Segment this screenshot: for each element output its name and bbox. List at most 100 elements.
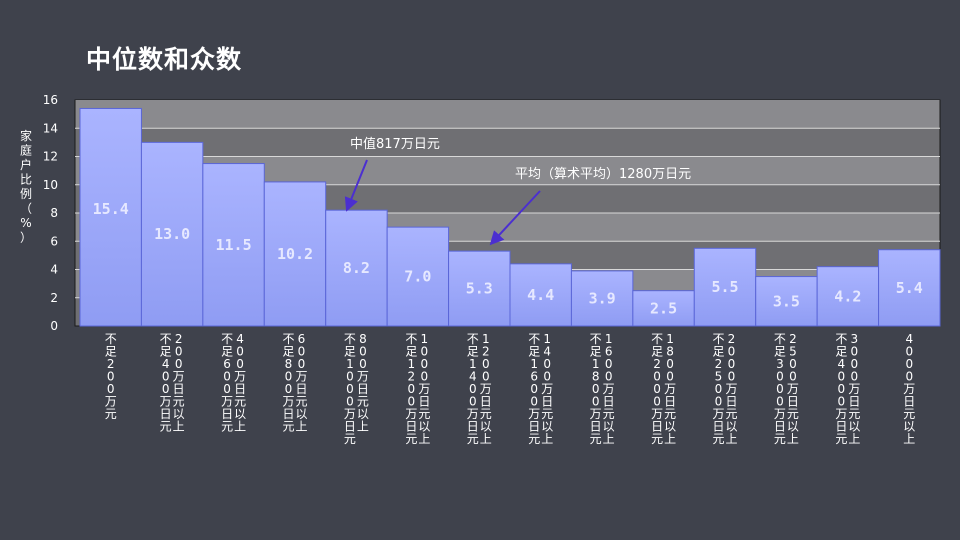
- bar: [79, 107, 142, 327]
- x-tick-label-char: 元: [835, 432, 847, 446]
- x-tick-label-char: 1: [530, 357, 538, 371]
- x-tick-label-char: 6: [530, 370, 538, 384]
- data-label: 5.5: [711, 278, 738, 296]
- x-tick-label-char: 元: [160, 420, 172, 434]
- bar: [693, 247, 757, 327]
- x-tick-label-char: 日: [480, 395, 492, 409]
- x-tick-label-char: 日: [467, 420, 479, 434]
- x-tick-label-char: 万: [418, 382, 430, 396]
- x-tick-label-char: 8: [666, 345, 674, 359]
- x-tick-label-char: 6: [223, 357, 231, 371]
- x-tick-label-char: 0: [838, 395, 846, 409]
- x-tick-label-char: 元: [787, 407, 799, 421]
- x-tick-label-char: 万: [528, 407, 540, 421]
- x-tick-label-char: 足: [221, 345, 233, 359]
- x-tick-label-char: 不: [651, 332, 663, 346]
- x-tick-label-char: 5: [715, 370, 723, 384]
- x-tick-label-char: 0: [298, 357, 306, 371]
- x-tick-label-char: 2: [728, 332, 736, 346]
- x-tick-label-char: 0: [298, 345, 306, 359]
- page-title: 中位数和众数: [86, 45, 243, 74]
- x-tick-label-char: 元: [357, 395, 369, 409]
- y-axis-label-char: 庭: [20, 143, 32, 158]
- x-tick-label-char: 日: [725, 395, 737, 409]
- x-tick-label-char: 1: [605, 332, 613, 346]
- x-tick-label-char: 0: [543, 370, 551, 384]
- x-tick-label-char: 万: [357, 370, 369, 384]
- x-tick-label-char: 1: [543, 332, 551, 346]
- x-tick-label-char: 万: [173, 370, 185, 384]
- x-tick-label-char: 不: [467, 332, 479, 346]
- x-tick-label-char: 日: [221, 407, 233, 421]
- x-tick-label-char: 0: [592, 382, 600, 396]
- x-tick-label-char: 日: [590, 420, 602, 434]
- x-tick-label-char: 8: [359, 332, 367, 346]
- x-tick-label-char: 以: [418, 420, 430, 434]
- x-tick-label-char: 0: [776, 370, 784, 384]
- x-tick-label-char: 不: [590, 332, 602, 346]
- x-tick-label-char: 2: [482, 345, 490, 359]
- x-tick-label-char: 元: [774, 432, 786, 446]
- x-tick-label-char: 2: [408, 370, 416, 384]
- x-tick-label-char: 足: [405, 345, 417, 359]
- x-tick-label-char: 0: [666, 357, 674, 371]
- x-tick-label-char: 4: [162, 357, 170, 371]
- data-label: 4.2: [834, 287, 861, 305]
- x-tick-label-char: 元: [467, 432, 479, 446]
- x-tick-label-char: 万: [467, 407, 479, 421]
- x-tick-label-char: 足: [774, 345, 786, 359]
- x-tick-label-char: 日: [835, 420, 847, 434]
- mean-annotation: 平均（算术平均）1280万日元: [515, 167, 691, 182]
- x-tick-label-char: 上: [787, 432, 799, 446]
- x-tick-label-char: 4: [905, 332, 913, 346]
- bar: [816, 266, 880, 327]
- plot-band: [75, 100, 940, 129]
- x-tick-label-char: 0: [223, 382, 231, 396]
- x-tick-label-char: 0: [851, 370, 859, 384]
- x-tick-label-char: 0: [905, 345, 913, 359]
- x-tick-label-char: 0: [605, 370, 613, 384]
- x-tick-label-char: 足: [344, 345, 356, 359]
- x-tick-label-char: 万: [603, 382, 615, 396]
- x-tick-label-char: 日: [651, 420, 663, 434]
- x-tick-label-char: 0: [162, 382, 170, 396]
- x-tick-label-char: 0: [482, 357, 490, 371]
- x-tick-label-char: 0: [236, 345, 244, 359]
- x-tick-label-char: 6: [605, 345, 613, 359]
- bar: [140, 141, 204, 327]
- x-tick-label-char: 0: [530, 382, 538, 396]
- x-tick-label-char: 上: [664, 432, 676, 446]
- x-tick-label-char: 万: [105, 395, 117, 409]
- x-tick-label-char: 元: [418, 407, 430, 421]
- x-tick-label-char: 2: [107, 357, 115, 371]
- x-tick-label-char: 万: [848, 382, 860, 396]
- x-tick-label-char: 0: [776, 382, 784, 396]
- x-tick-label-char: 万: [160, 395, 172, 409]
- x-tick-label-char: 以: [664, 420, 676, 434]
- data-label: 2.5: [650, 299, 677, 317]
- x-tick-label-char: 0: [469, 382, 477, 396]
- x-tick-label-char: 0: [107, 382, 115, 396]
- x-tick-label-char: 上: [234, 420, 246, 434]
- x-tick-label-char: 元: [282, 420, 294, 434]
- x-tick-label-char: 0: [482, 370, 490, 384]
- x-tick-label-char: 不: [344, 332, 356, 346]
- x-tick-label-char: 以: [541, 420, 553, 434]
- x-tick-label-char: 4: [543, 345, 551, 359]
- x-tick-label-char: 不: [282, 332, 294, 346]
- x-tick-label-char: 1: [346, 357, 354, 371]
- x-tick-label-char: 万: [344, 407, 356, 421]
- data-label: 4.4: [527, 286, 554, 304]
- x-tick-label-char: 足: [528, 345, 540, 359]
- y-tick-label: 10: [43, 178, 58, 192]
- x-tick-label-char: 4: [469, 370, 477, 384]
- x-tick-label-char: 元: [664, 407, 676, 421]
- median-arrow: [344, 159, 368, 212]
- data-label: 10.2: [277, 245, 313, 263]
- bar: [448, 250, 511, 327]
- bar: [263, 181, 327, 327]
- x-tick-label-char: 1: [482, 332, 490, 346]
- x-tick-label-char: 以: [725, 420, 737, 434]
- x-tick-label-char: 上: [848, 432, 860, 446]
- y-axis-label-char: ）: [20, 231, 32, 245]
